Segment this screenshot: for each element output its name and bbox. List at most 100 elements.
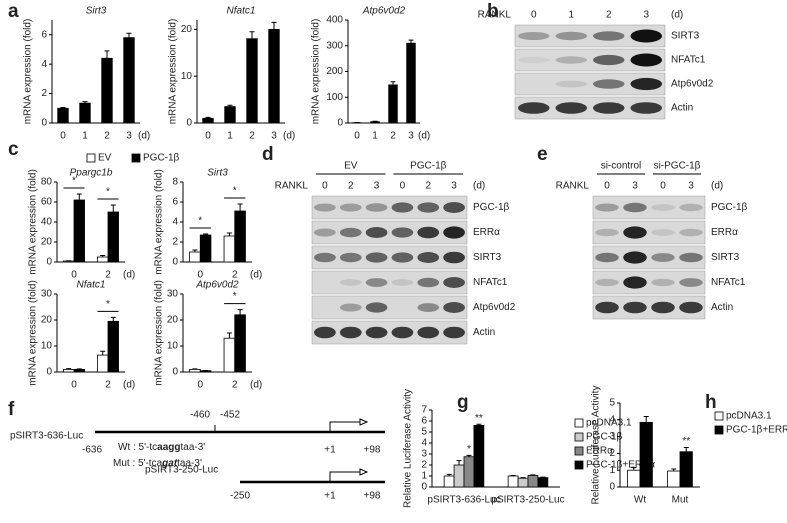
lane-label: 3: [643, 10, 649, 21]
band: [623, 276, 647, 289]
band: [679, 301, 703, 314]
y-tick-label: 20: [41, 237, 53, 248]
protein-label: Actin: [473, 327, 495, 338]
group-label: PGC-1β: [410, 161, 447, 172]
treatment-label: RANKL: [275, 181, 309, 192]
position-label: +98: [364, 445, 381, 456]
bar: [107, 320, 119, 373]
band: [651, 278, 675, 287]
blot-strip: [592, 220, 706, 245]
bar: [189, 251, 201, 263]
y-tick-label: 0: [46, 367, 52, 378]
blot-strip: [311, 245, 468, 270]
band: [365, 203, 388, 212]
y-tick-label: 10: [181, 71, 193, 82]
band: [651, 229, 675, 236]
y-tick-label: 0: [172, 257, 178, 268]
band: [339, 326, 362, 339]
y-tick-label: 0: [186, 118, 192, 129]
legend-swatch: [574, 432, 584, 442]
lane-label: 3: [451, 181, 457, 192]
band: [679, 252, 703, 263]
bar: [639, 421, 653, 488]
y-tick-label: 5: [609, 398, 615, 409]
band: [443, 326, 465, 339]
protein-label: ERRα: [711, 227, 738, 238]
panel-label: d: [262, 144, 274, 165]
y-tick-label: 0: [337, 118, 343, 129]
y-axis-label: mRNA expression (fold): [28, 280, 39, 386]
band: [339, 303, 362, 312]
lane-label: 0: [531, 10, 537, 21]
band: [555, 102, 587, 114]
chart-title: Sirt3: [86, 6, 107, 17]
error-bar: [466, 454, 472, 457]
lane-label: 1: [568, 10, 574, 21]
x-tick-label: 2: [105, 380, 111, 391]
error-bar: [76, 193, 82, 200]
error-bar: [205, 116, 211, 119]
panel-label: g: [457, 392, 469, 413]
bar: [463, 456, 475, 488]
error-bar: [110, 316, 116, 322]
protein-label: NFATc1: [711, 277, 746, 288]
legend-label: pcDNA3.1: [726, 411, 772, 422]
group-label: si-control: [601, 161, 642, 172]
x-tick-label: 1: [227, 131, 233, 142]
x-tick-label: Wt: [634, 495, 646, 506]
bar: [370, 121, 380, 124]
band: [443, 226, 465, 239]
x-tick-label: 0: [71, 380, 77, 391]
lane-label: 2: [425, 181, 431, 192]
error-bar: [192, 249, 198, 252]
y-tick-label: 100: [326, 92, 343, 103]
chart-title: Atp6v0d2: [195, 280, 239, 291]
band: [314, 203, 336, 212]
error-bar: [66, 368, 72, 370]
y-tick-label: 20: [181, 24, 193, 35]
error-bar: [530, 474, 536, 476]
legend-label: PGC-1β: [586, 432, 623, 443]
blot-strip: [311, 295, 468, 320]
blot-strip: [592, 245, 706, 270]
x-tick-label: 3: [408, 131, 414, 142]
arrow-head: [359, 418, 369, 426]
position-label: -460: [190, 410, 210, 421]
x-tick-label: 2: [105, 270, 111, 281]
panel-label: a: [8, 1, 19, 22]
legend-label: PGC-1β+ERRα: [726, 425, 787, 436]
y-axis-label: Relative Luciferase Activity: [403, 389, 414, 508]
blot-strip: [514, 72, 666, 96]
band: [417, 252, 440, 263]
panel-label: e: [537, 144, 548, 165]
error-bar: [408, 39, 414, 44]
bar: [268, 28, 280, 124]
band: [595, 252, 619, 263]
legend-label: PGC-1β: [143, 153, 180, 164]
lane-label: 3: [632, 181, 638, 192]
y-axis-label: mRNA expression (fold): [154, 169, 165, 275]
lane-label: 0: [604, 181, 610, 192]
blot-strip: [514, 96, 666, 120]
band: [630, 29, 662, 43]
y-tick-label: 60: [41, 197, 53, 208]
error-bar: [227, 104, 233, 107]
y-tick-label: 1: [421, 471, 427, 482]
panel-label: c: [8, 139, 19, 160]
error-bar: [671, 468, 677, 472]
panel-label: h: [705, 392, 717, 413]
band: [443, 302, 465, 313]
legend-label: EV: [98, 153, 112, 164]
bar: [679, 451, 693, 488]
y-tick-label: 2: [41, 88, 47, 99]
x-unit: (d): [138, 131, 150, 142]
y-tick-label: 0: [609, 482, 615, 493]
band: [651, 301, 675, 314]
y-tick-label: 0: [172, 367, 178, 378]
x-tick-label: 2: [232, 380, 238, 391]
y-tick-label: 2: [172, 237, 178, 248]
protein-label: NFATc1: [473, 277, 508, 288]
bar: [101, 57, 113, 124]
y-tick-label: 0: [46, 257, 52, 268]
protein-label: Atp6v0d2: [473, 302, 516, 313]
